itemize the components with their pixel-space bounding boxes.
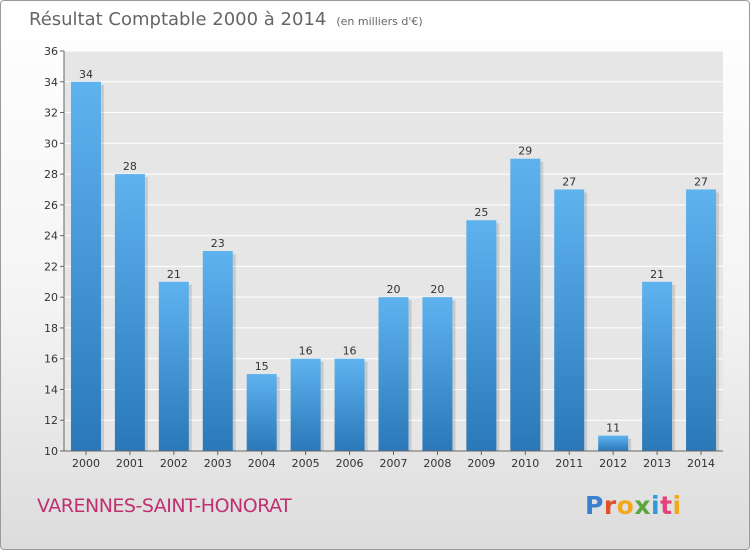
bar-2004 bbox=[246, 374, 277, 451]
logo-letter: P bbox=[585, 491, 604, 520]
chart-subtitle: (en milliers d'€) bbox=[336, 15, 423, 28]
y-tick-label: 16 bbox=[44, 353, 58, 366]
bar-2002 bbox=[158, 281, 189, 451]
data-label: 27 bbox=[694, 175, 708, 188]
data-label: 16 bbox=[343, 345, 357, 358]
x-tick-label: 2002 bbox=[160, 457, 188, 470]
y-tick-label: 30 bbox=[44, 137, 58, 150]
data-label: 16 bbox=[299, 345, 313, 358]
logo-letter: r bbox=[603, 491, 617, 520]
y-tick-label: 12 bbox=[44, 414, 58, 427]
y-tick-label: 28 bbox=[44, 168, 58, 181]
y-tick-label: 26 bbox=[44, 199, 58, 212]
bar-2001 bbox=[114, 174, 145, 452]
data-label: 28 bbox=[123, 160, 137, 173]
data-label: 21 bbox=[650, 268, 664, 281]
data-label: 27 bbox=[562, 175, 576, 188]
x-tick-label: 2004 bbox=[248, 457, 276, 470]
logo-letter: i bbox=[672, 491, 682, 520]
proxiti-logo: Proxiti bbox=[585, 491, 682, 520]
bar-2007 bbox=[378, 297, 409, 451]
y-tick-label: 18 bbox=[44, 322, 58, 335]
x-tick-label: 2001 bbox=[116, 457, 144, 470]
bar-2009 bbox=[466, 220, 497, 451]
y-tick-label: 10 bbox=[44, 445, 58, 458]
bar-2005 bbox=[290, 358, 321, 451]
y-tick-label: 24 bbox=[44, 230, 58, 243]
x-tick-label: 2011 bbox=[555, 457, 583, 470]
y-tick-label: 22 bbox=[44, 260, 58, 273]
logo-letter: x bbox=[634, 491, 651, 520]
bar-2006 bbox=[334, 358, 365, 451]
bar-2014 bbox=[686, 189, 717, 451]
logo-letter: o bbox=[616, 491, 635, 520]
y-tick-label: 36 bbox=[44, 45, 58, 58]
x-tick-label: 2007 bbox=[380, 457, 408, 470]
y-tick-label: 14 bbox=[44, 383, 58, 396]
bar-2013 bbox=[642, 281, 673, 451]
x-tick-label: 2013 bbox=[643, 457, 671, 470]
x-tick-label: 2006 bbox=[336, 457, 364, 470]
data-label: 11 bbox=[606, 422, 620, 435]
y-tick-label: 20 bbox=[44, 291, 58, 304]
data-label: 34 bbox=[79, 68, 93, 81]
x-tick-label: 2008 bbox=[423, 457, 451, 470]
data-label: 20 bbox=[430, 283, 444, 296]
y-tick-label: 32 bbox=[44, 107, 58, 120]
x-tick-label: 2003 bbox=[204, 457, 232, 470]
data-label: 21 bbox=[167, 268, 181, 281]
x-tick-label: 2005 bbox=[292, 457, 320, 470]
data-label: 23 bbox=[211, 237, 225, 250]
logo-letter: t bbox=[660, 491, 673, 520]
data-label: 25 bbox=[474, 206, 488, 219]
x-tick-label: 2010 bbox=[511, 457, 539, 470]
chart-title: Résultat Comptable 2000 à 2014 (en millie… bbox=[29, 9, 423, 30]
bar-2000 bbox=[70, 81, 101, 452]
x-tick-label: 2000 bbox=[72, 457, 100, 470]
bar-2012 bbox=[598, 435, 629, 451]
data-label: 20 bbox=[387, 283, 401, 296]
logo-letter: i bbox=[651, 491, 661, 520]
bar-2008 bbox=[422, 297, 453, 451]
x-tick-label: 2009 bbox=[467, 457, 495, 470]
data-label: 29 bbox=[518, 145, 532, 158]
bar-2010 bbox=[510, 158, 541, 451]
x-tick-label: 2012 bbox=[599, 457, 627, 470]
commune-name: VARENNES-SAINT-HONORAT bbox=[37, 495, 292, 517]
y-tick-label: 34 bbox=[44, 76, 58, 89]
x-tick-label: 2014 bbox=[687, 457, 715, 470]
bar-2011 bbox=[554, 189, 585, 451]
bar-2003 bbox=[202, 251, 233, 451]
chart-title-text: Résultat Comptable 2000 à 2014 bbox=[29, 9, 327, 30]
data-label: 15 bbox=[255, 360, 269, 373]
